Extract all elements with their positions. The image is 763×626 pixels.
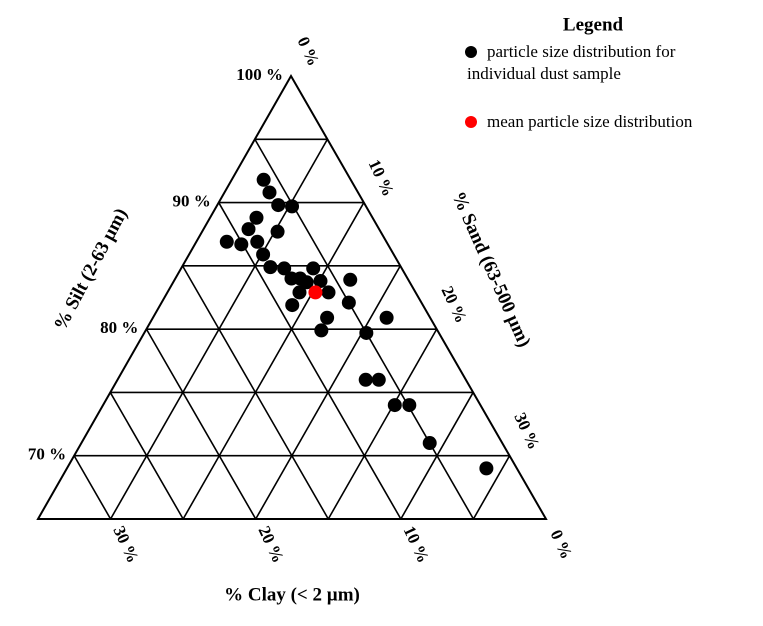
data-point [285, 298, 300, 313]
clay-grid-line [181, 265, 329, 520]
data-point [343, 272, 358, 287]
clay-axis-title: % Clay (< 2 µm) [224, 584, 360, 605]
silt-tick-label: 80 % [100, 318, 138, 337]
data-point [371, 372, 386, 387]
legend-marker [465, 116, 477, 128]
sand-tick-label: 0 % [294, 34, 324, 69]
legend-label: mean particle size distribution [487, 112, 693, 131]
data-point [270, 224, 285, 239]
data-point [387, 398, 402, 413]
data-point [359, 325, 374, 340]
data-point [262, 185, 277, 200]
sand-tick-label: 20 % [437, 283, 470, 326]
data-point [341, 295, 356, 310]
data-point [479, 461, 494, 476]
data-point [313, 274, 328, 289]
silt-tick-label: 70 % [28, 445, 66, 464]
clay-tick-label: 10 % [400, 523, 433, 566]
data-point [314, 323, 329, 338]
clay-tick-label: 0 % [547, 527, 577, 562]
data-point [299, 275, 314, 290]
data-point [308, 285, 323, 300]
legend-title: Legend [563, 14, 624, 35]
clay-tick-label: 30 % [109, 523, 142, 566]
legend-label: particle size distribution for individua… [467, 42, 676, 83]
data-point [256, 247, 271, 262]
sand-grid-line [472, 455, 511, 520]
clay-tick-label: 20 % [254, 523, 287, 566]
data-point [249, 210, 264, 225]
clay-grid-line [109, 392, 184, 520]
data-point [422, 436, 437, 451]
sand-grid-line [182, 202, 365, 520]
data-point [234, 237, 249, 252]
data-point [320, 310, 335, 325]
data-point [241, 222, 256, 237]
data-point [321, 285, 336, 300]
sand-tick-label: 30 % [510, 410, 543, 453]
clay-grid-line [218, 202, 402, 520]
silt-axis-title: % Silt (2-63 µm) [50, 205, 132, 334]
data-point [285, 199, 300, 214]
data-point [277, 261, 292, 276]
triangle-outline [36, 73, 548, 520]
data-point [219, 234, 234, 249]
data-point [250, 234, 265, 249]
data-point [292, 285, 307, 300]
data-point [402, 398, 417, 413]
clay-grid-line [145, 328, 257, 520]
legend-marker [465, 46, 477, 58]
clay-grid-line [73, 455, 112, 520]
sand-tick-label: 10 % [365, 157, 398, 200]
silt-tick-label: 100 % [236, 65, 283, 84]
sand-axis-title: % Sand (63-500 µm) [447, 189, 534, 351]
data-point [306, 261, 321, 276]
data-point [271, 198, 286, 213]
data-point [379, 310, 394, 325]
data-point [256, 172, 271, 187]
data-point [358, 372, 373, 387]
sand-grid-line [327, 328, 438, 520]
data-point [263, 260, 278, 275]
silt-tick-label: 90 % [172, 191, 210, 210]
